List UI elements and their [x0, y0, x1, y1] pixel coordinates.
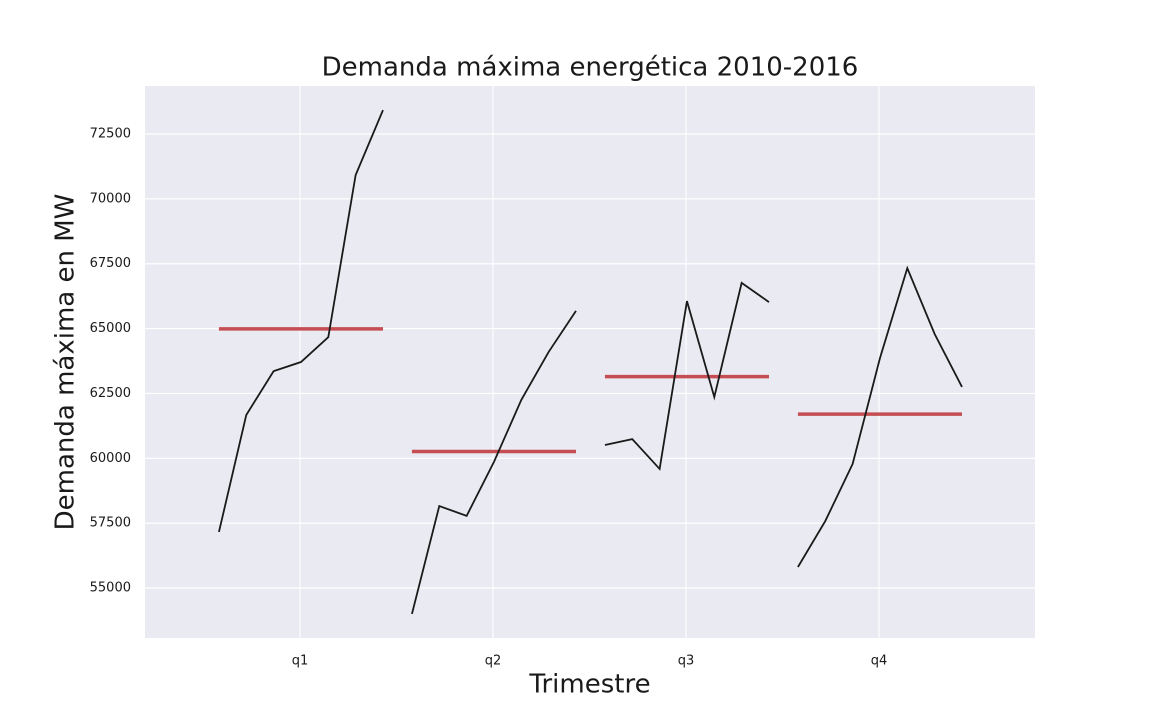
y-tick-label: 57500	[90, 516, 131, 531]
y-tick-label: 72500	[90, 126, 131, 141]
chart-title: Demanda máxima energética 2010-2016	[322, 53, 859, 83]
series-line	[604, 281, 770, 471]
y-tick-label: 65000	[90, 321, 131, 336]
y-tick-label: 70000	[90, 191, 131, 206]
y-tick-label: 60000	[90, 451, 131, 466]
y-tick-label: 55000	[90, 581, 131, 596]
y-tick-label: 67500	[90, 256, 131, 271]
series-line	[797, 265, 963, 568]
y-axis-label: Demanda máxima en MW	[51, 194, 81, 531]
series-line	[411, 310, 577, 615]
x-tick-label: q1	[292, 654, 309, 669]
x-tick-label: q4	[871, 654, 888, 669]
x-axis-label: Trimestre	[528, 670, 650, 700]
y-tick-label: 62500	[90, 386, 131, 401]
marks	[218, 109, 963, 615]
x-tick-label: q3	[678, 654, 695, 669]
series-line	[218, 109, 384, 533]
plot-area	[145, 86, 1035, 638]
x-tick-label: q2	[485, 654, 502, 669]
